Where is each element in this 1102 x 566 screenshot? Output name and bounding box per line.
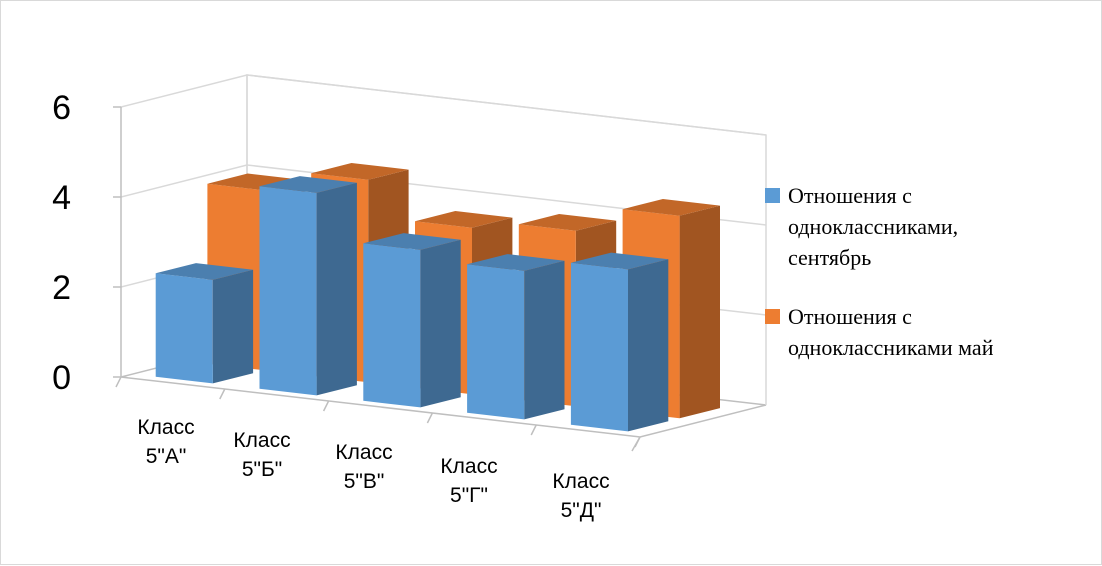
y-tick-label: 2 xyxy=(52,269,71,307)
bar-s1-c2-top xyxy=(259,176,357,193)
bar-s1-c1-top xyxy=(155,263,254,280)
category-label-2: 5"Б" xyxy=(242,458,282,481)
bar-s1-c4-top xyxy=(467,254,565,271)
legend-label-2: Отношения с xyxy=(788,304,912,329)
bar-s1-c2-front xyxy=(259,186,317,396)
bar-s2-c5-top xyxy=(622,199,720,216)
category-label-1: Класс xyxy=(137,416,194,439)
legend-label-1: Отношения с xyxy=(788,183,912,208)
bar-s2-c4-top xyxy=(518,214,617,231)
legend-label-1: одноклассниками, xyxy=(788,214,958,239)
y-tick-label: 6 xyxy=(52,89,71,127)
category-label-4: 5"Г" xyxy=(450,484,488,507)
bar-s2-c3-top xyxy=(415,211,513,228)
bar-s1-c4-front xyxy=(467,264,525,420)
legend-label-2: одноклассниками май xyxy=(788,335,994,360)
y-tick-label: 4 xyxy=(52,179,71,217)
y-tick-label: 0 xyxy=(52,359,71,397)
category-label-5: Класс xyxy=(552,470,609,493)
x-tick-mark xyxy=(322,400,330,412)
category-label-2: Класс xyxy=(233,429,290,452)
x-tick-mark xyxy=(426,412,434,424)
bar-s1-c1-side xyxy=(212,269,254,384)
bar-s1-c4-side xyxy=(524,260,565,420)
x-tick-mark xyxy=(530,424,537,436)
bar-s1-c3-top xyxy=(363,233,461,250)
category-label-4: Класс xyxy=(440,455,497,478)
category-label-1: 5"А" xyxy=(146,445,187,468)
bar-s1-c5-top xyxy=(570,252,669,270)
bar-s2-c2-top xyxy=(311,163,409,180)
x-axis-end-tick xyxy=(631,436,641,452)
bar-s1-c1-front xyxy=(155,273,213,384)
legend-swatch-2 xyxy=(765,309,780,324)
gridline xyxy=(120,74,767,136)
category-label-3: 5"В" xyxy=(344,470,385,493)
bar-s1-c3-front xyxy=(363,243,421,408)
bar-s1-c5-front xyxy=(570,262,628,432)
legend-swatch-1 xyxy=(765,188,780,203)
x-tick-mark xyxy=(219,388,226,400)
x-tick-mark xyxy=(115,376,122,388)
category-label-5: 5"Д" xyxy=(561,499,602,522)
legend-label-1: сентябрь xyxy=(788,245,871,270)
category-label-3: Класс xyxy=(335,441,392,464)
bar-s2-c5-side xyxy=(679,205,720,419)
bar-s1-c5-side xyxy=(628,259,669,432)
bar-s1-c3-side xyxy=(420,239,461,408)
bar-s1-c2-side xyxy=(316,182,357,396)
